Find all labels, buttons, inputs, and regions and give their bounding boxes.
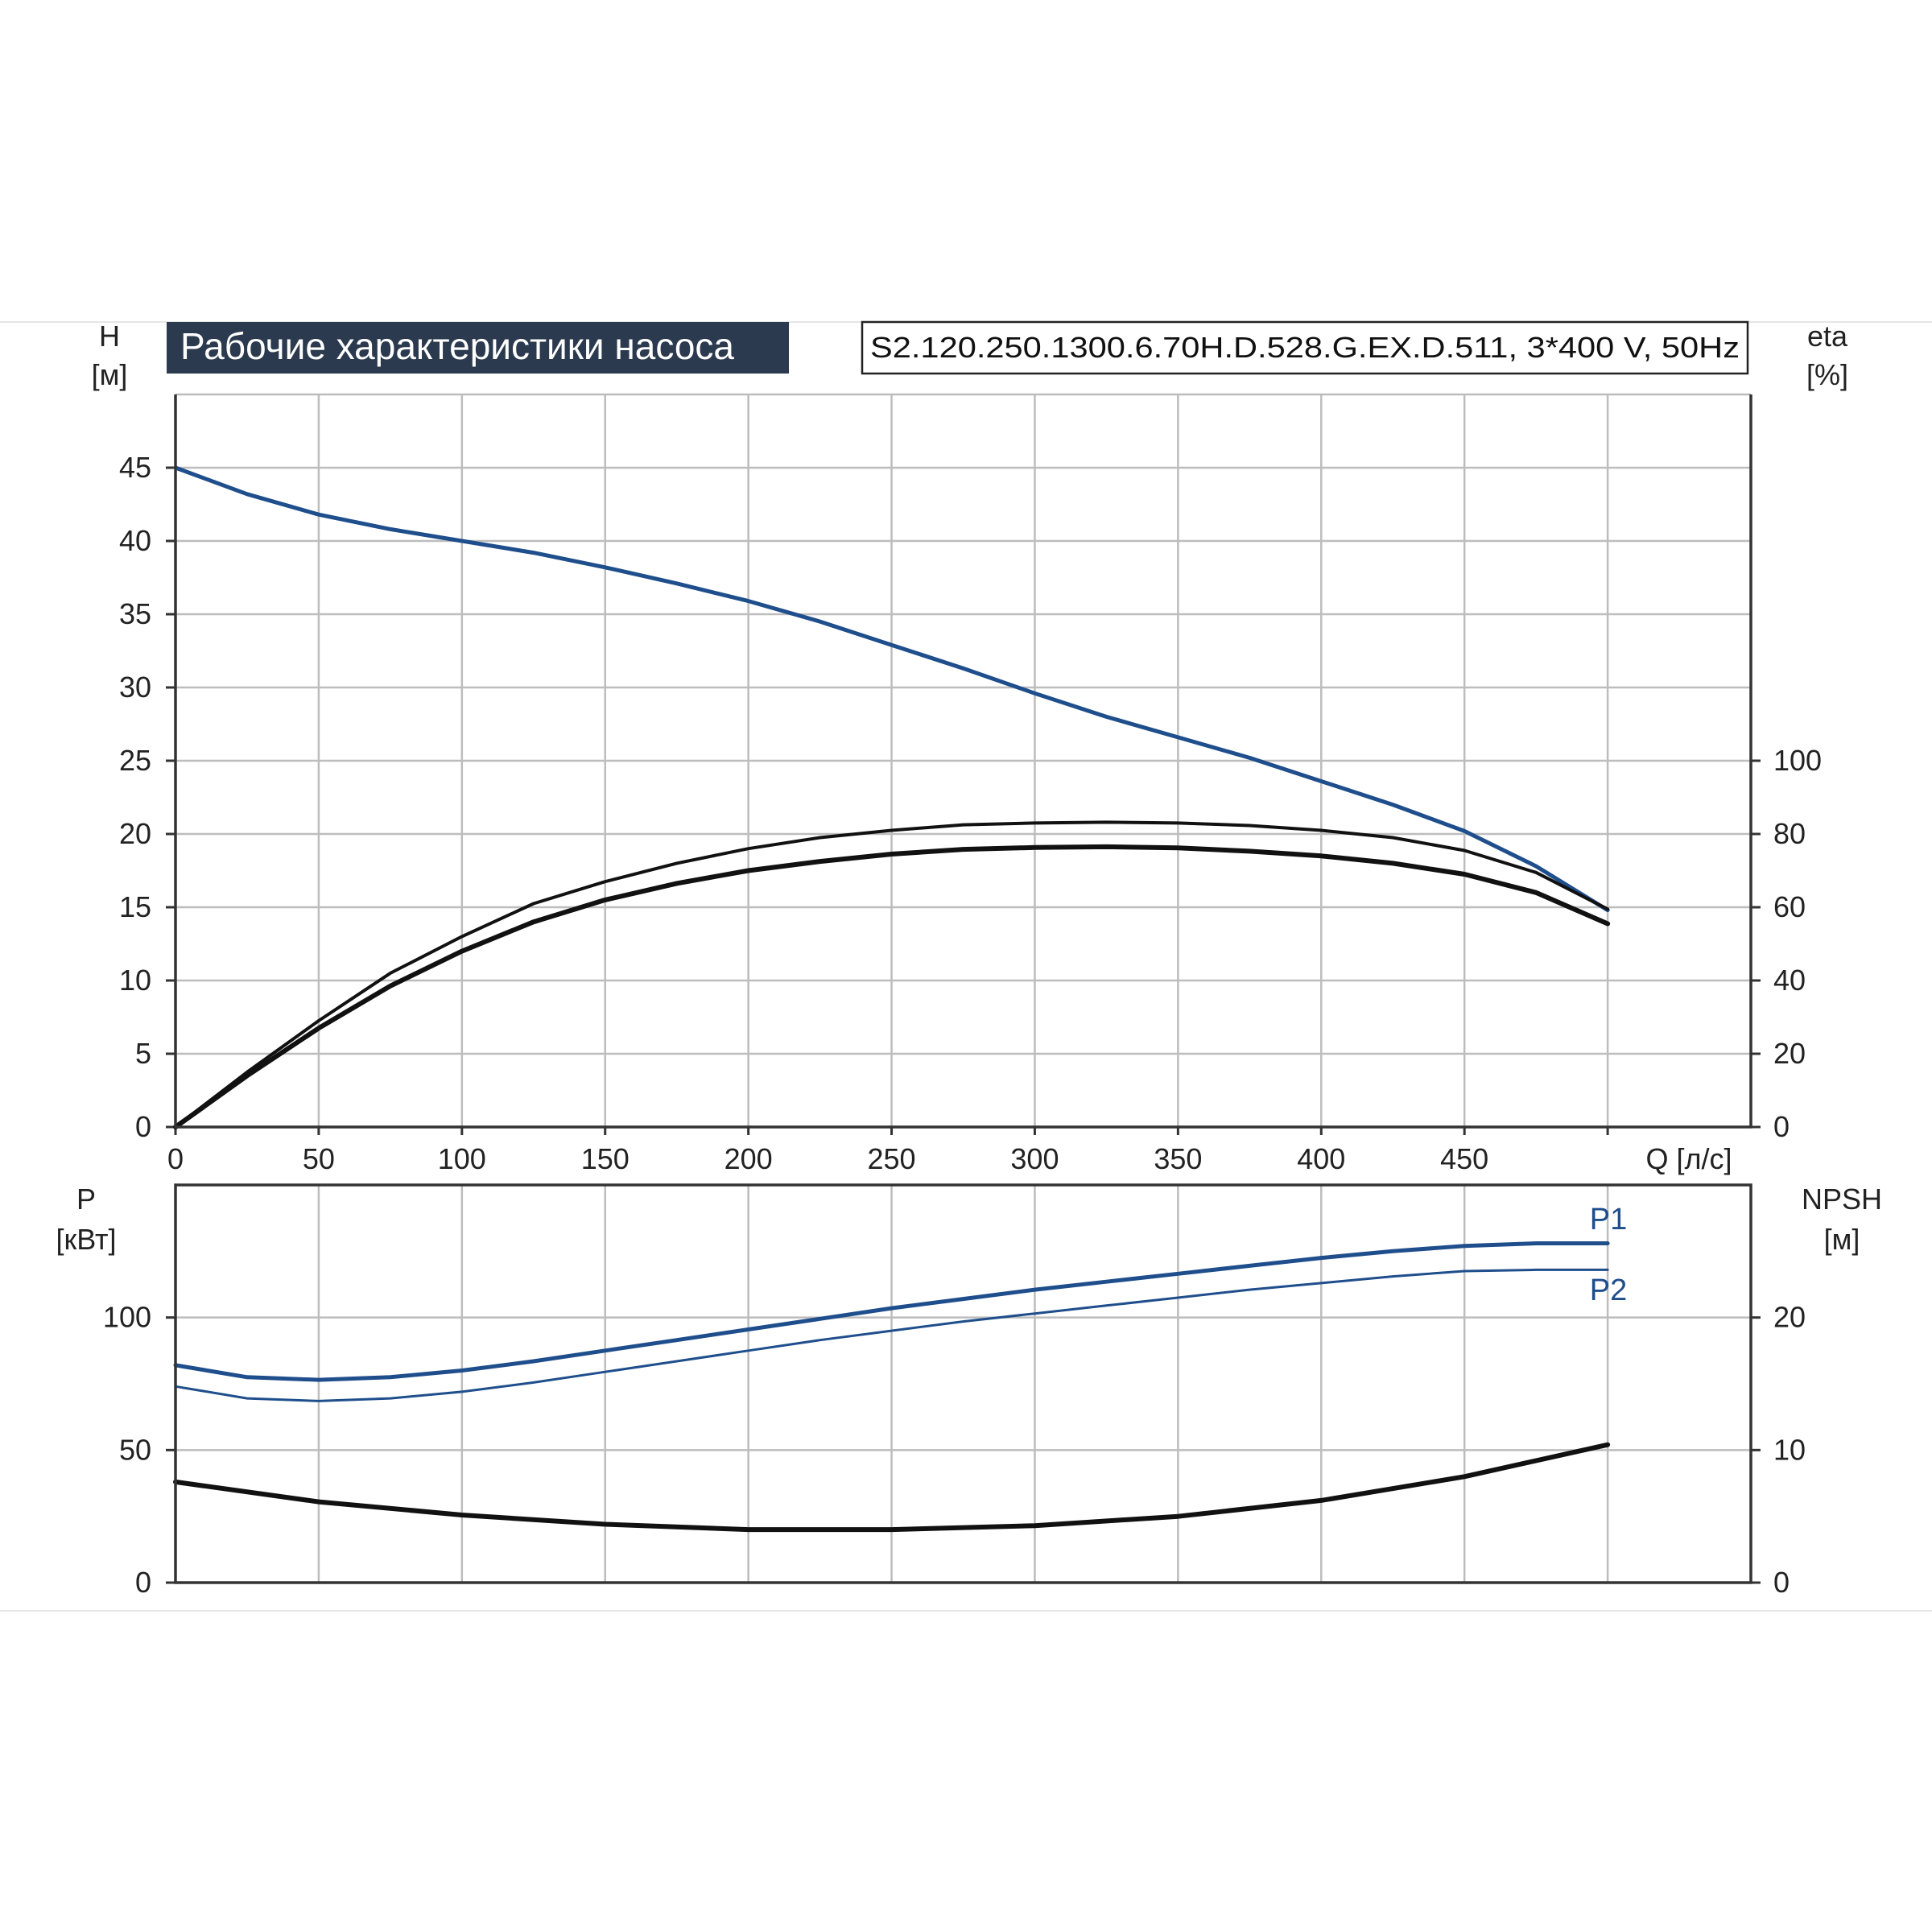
power-tick-label: 100	[103, 1301, 151, 1334]
eta-axis-unit: [%]	[1806, 358, 1848, 391]
top-chart-grid	[175, 393, 1751, 1127]
eta-tick-label: 80	[1773, 817, 1806, 850]
top-chart-curves	[173, 465, 1611, 1129]
x-tick-label: 450	[1440, 1142, 1488, 1175]
top-chart-axes	[174, 394, 1752, 1129]
npsh-axis-unit: [м]	[1824, 1223, 1860, 1256]
x-tick-label: 0	[167, 1142, 184, 1175]
x-tick-label: 250	[868, 1142, 916, 1175]
bottom-chart-ticks: 0 50 100 0 10 20	[103, 1301, 1806, 1599]
head-curve	[173, 465, 1610, 913]
x-tick-label: 50	[303, 1142, 335, 1175]
eta-tick-label: 0	[1773, 1110, 1790, 1143]
head-tick-label: 0	[135, 1110, 151, 1143]
head-tick-label: 20	[119, 817, 151, 850]
title-box	[167, 322, 789, 374]
head-tick-label: 5	[135, 1037, 151, 1070]
npsh-curve	[173, 1442, 1611, 1533]
head-tick-label: 15	[119, 890, 151, 923]
p1-curve	[173, 1241, 1610, 1382]
eta-upper-curve	[174, 820, 1610, 1129]
power-tick-label: 0	[135, 1566, 151, 1599]
x-tick-label: 150	[581, 1142, 630, 1175]
x-tick-label: 100	[438, 1142, 486, 1175]
head-tick-label: 40	[119, 524, 151, 557]
p2-curve-label: P2	[1590, 1274, 1627, 1307]
eta-tick-label: 100	[1773, 744, 1822, 777]
eta-tick-label: 40	[1773, 964, 1806, 997]
npsh-tick-label: 20	[1773, 1301, 1806, 1334]
head-tick-label: 25	[119, 744, 151, 777]
p2-curve	[174, 1268, 1609, 1402]
eta-tick-label: 20	[1773, 1037, 1806, 1070]
npsh-axis-label: NPSH	[1802, 1183, 1882, 1216]
eta-axis-label: eta	[1807, 320, 1848, 353]
head-axis-unit: [м]	[92, 358, 128, 391]
head-axis-label: H	[99, 320, 120, 353]
bottom-chart-axes	[174, 1183, 1752, 1584]
x-tick-label: 400	[1297, 1142, 1345, 1175]
head-tick-label: 30	[119, 671, 151, 704]
power-axis-unit: [кВт]	[56, 1223, 116, 1256]
model-designation: S2.120.250.1300.6.70H.D.528.G.EX.D.511, …	[870, 331, 1740, 364]
head-tick-label: 45	[119, 451, 151, 484]
model-box	[861, 320, 1749, 375]
top-chart-ticks: 0 50 100 150 200 250 300 350 400 4500510152025303…	[119, 451, 1822, 1175]
eta-lower-curve	[173, 844, 1611, 1129]
x-tick-label: 300	[1010, 1142, 1059, 1175]
chart-title: Рабочие характеристики насоса	[180, 325, 734, 367]
x-tick-label: 200	[724, 1142, 773, 1175]
npsh-tick-label: 0	[1773, 1566, 1790, 1599]
head-tick-label: 35	[119, 597, 151, 630]
x-tick-label: 350	[1154, 1142, 1202, 1175]
npsh-tick-label: 10	[1773, 1433, 1806, 1466]
p1-curve-label: P1	[1590, 1203, 1627, 1236]
flow-axis-label: Q [л/с]	[1645, 1142, 1732, 1175]
eta-tick-label: 60	[1773, 890, 1806, 923]
power-tick-label: 50	[119, 1433, 151, 1466]
head-tick-label: 10	[119, 964, 151, 997]
power-axis-label: P	[76, 1183, 96, 1216]
bottom-chart-curves	[173, 1241, 1611, 1533]
